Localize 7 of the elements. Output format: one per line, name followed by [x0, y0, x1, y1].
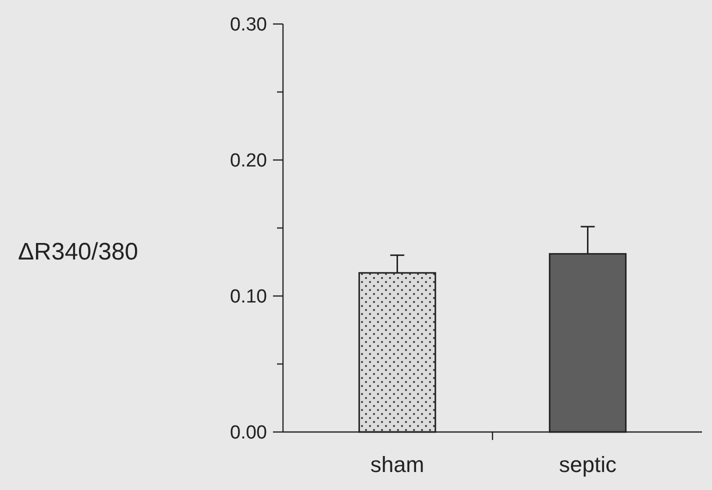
x-tick-label: septic [558, 452, 616, 477]
y-axis-title: ΔR340/380 [18, 238, 138, 266]
y-tick-label: 0.20 [230, 150, 267, 172]
y-tick-label: 0.00 [230, 422, 267, 444]
x-tick-label: sham [370, 452, 424, 477]
y-tick-label: 0.10 [230, 286, 267, 308]
y-tick-label: 0.30 [230, 14, 267, 36]
